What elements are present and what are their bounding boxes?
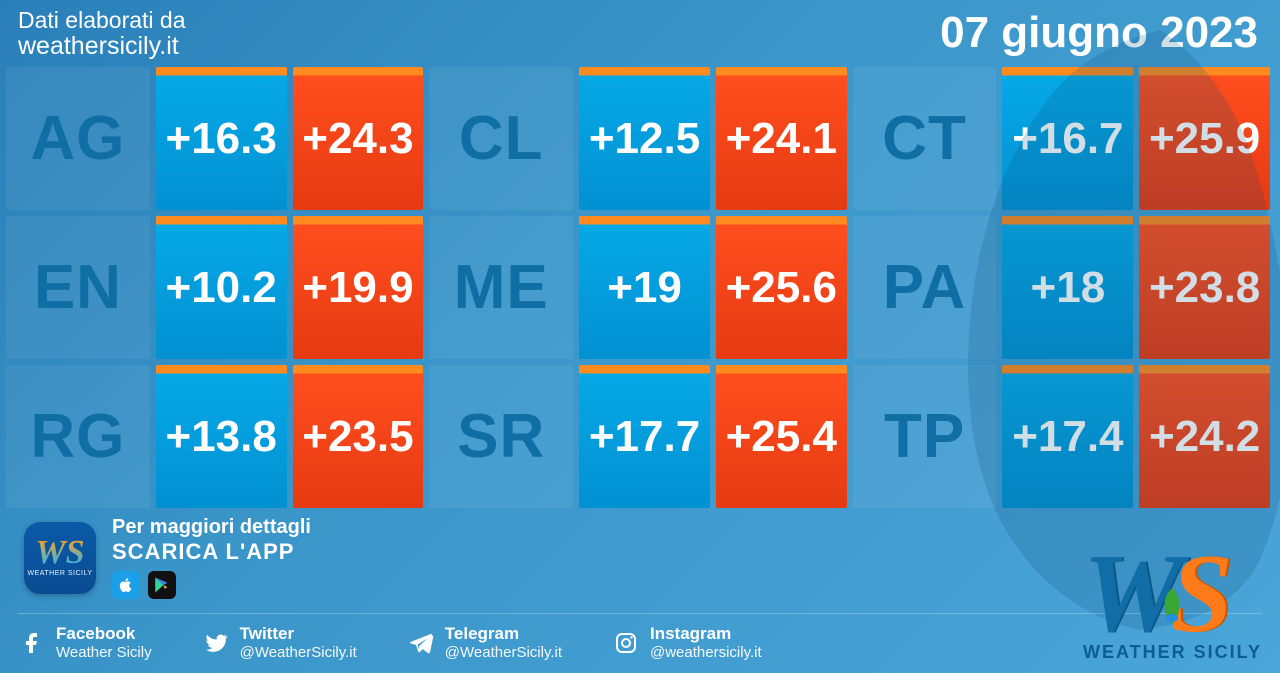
instagram-icon bbox=[612, 629, 640, 657]
temp-max: +23.5 bbox=[293, 365, 424, 508]
province-PA: PA +18 +23.8 bbox=[853, 216, 1270, 359]
temp-min: +12.5 bbox=[579, 67, 710, 210]
social-twitter[interactable]: Twitter @WeatherSicily.it bbox=[202, 624, 357, 661]
social-name: Twitter bbox=[240, 624, 357, 644]
social-handle: @WeatherSicily.it bbox=[445, 644, 562, 661]
social-instagram[interactable]: Instagram @weathersicily.it bbox=[612, 624, 762, 661]
temp-min: +13.8 bbox=[156, 365, 287, 508]
temp-min: +19 bbox=[579, 216, 710, 359]
social-facebook[interactable]: Facebook Weather Sicily bbox=[18, 624, 152, 661]
province-code: PA bbox=[853, 216, 997, 359]
app-icon[interactable]: WS WEATHER SICILY bbox=[24, 522, 96, 594]
province-CT: CT +16.7 +25.9 bbox=[853, 67, 1270, 210]
social-name: Instagram bbox=[650, 624, 762, 644]
province-code: TP bbox=[853, 365, 997, 508]
temp-min: +18 bbox=[1002, 216, 1133, 359]
province-code: AG bbox=[6, 67, 150, 210]
social-handle: @weathersicily.it bbox=[650, 644, 762, 661]
social-telegram[interactable]: Telegram @WeatherSicily.it bbox=[407, 624, 562, 661]
province-CL: CL +12.5 +24.1 bbox=[429, 67, 846, 210]
province-code: RG bbox=[6, 365, 150, 508]
playstore-badge-icon[interactable] bbox=[148, 571, 176, 599]
social-name: Facebook bbox=[56, 624, 152, 644]
temp-min: +10.2 bbox=[156, 216, 287, 359]
header: Dati elaborati da weathersicily.it 07 gi… bbox=[0, 0, 1280, 65]
province-code: CT bbox=[853, 67, 997, 210]
temp-max: +24.1 bbox=[716, 67, 847, 210]
province-AG: AG +16.3 +24.3 bbox=[6, 67, 423, 210]
table-row: EN +10.2 +19.9 ME +19 +25.6 PA +18 +23.8 bbox=[6, 216, 1270, 359]
brand-logo: WS WEATHER SICILY bbox=[1083, 552, 1262, 663]
twitter-icon bbox=[202, 629, 230, 657]
province-SR: SR +17.7 +25.4 bbox=[429, 365, 846, 508]
social-handle: Weather Sicily bbox=[56, 644, 152, 661]
facebook-icon bbox=[18, 629, 46, 657]
province-RG: RG +13.8 +23.5 bbox=[6, 365, 423, 508]
province-code: ME bbox=[429, 216, 573, 359]
credits-line1: Dati elaborati da bbox=[18, 8, 186, 32]
promo-line2: SCARICA L'APP bbox=[112, 539, 311, 565]
promo-text: Per maggiori dettagli SCARICA L'APP bbox=[112, 516, 311, 599]
table-row: AG +16.3 +24.3 CL +12.5 +24.1 CT +16.7 +… bbox=[6, 67, 1270, 210]
app-promo: WS WEATHER SICILY Per maggiori dettagli … bbox=[18, 516, 1262, 599]
table-row: RG +13.8 +23.5 SR +17.7 +25.4 TP +17.4 +… bbox=[6, 365, 1270, 508]
social-links: Facebook Weather Sicily Twitter @Weather… bbox=[18, 613, 1262, 661]
social-name: Telegram bbox=[445, 624, 562, 644]
temp-min: +16.3 bbox=[156, 67, 287, 210]
temp-max: +25.6 bbox=[716, 216, 847, 359]
app-icon-caption: WEATHER SICILY bbox=[27, 570, 92, 577]
temp-max: +24.2 bbox=[1139, 365, 1270, 508]
telegram-icon bbox=[407, 629, 435, 657]
appstore-badge-icon[interactable] bbox=[112, 571, 140, 599]
temp-max: +24.3 bbox=[293, 67, 424, 210]
temp-min: +17.7 bbox=[579, 365, 710, 508]
province-code: CL bbox=[429, 67, 573, 210]
province-EN: EN +10.2 +19.9 bbox=[6, 216, 423, 359]
province-TP: TP +17.4 +24.2 bbox=[853, 365, 1270, 508]
province-code: SR bbox=[429, 365, 573, 508]
province-code: EN bbox=[6, 216, 150, 359]
header-credits: Dati elaborati da weathersicily.it bbox=[18, 8, 186, 61]
credits-line2: weathersicily.it bbox=[18, 32, 186, 61]
promo-line1: Per maggiori dettagli bbox=[112, 516, 311, 539]
temp-max: +19.9 bbox=[293, 216, 424, 359]
temp-max: +23.8 bbox=[1139, 216, 1270, 359]
temperature-grid: AG +16.3 +24.3 CL +12.5 +24.1 CT +16.7 +… bbox=[0, 65, 1280, 508]
social-handle: @WeatherSicily.it bbox=[240, 644, 357, 661]
header-date: 07 giugno 2023 bbox=[940, 8, 1258, 58]
temp-min: +17.4 bbox=[1002, 365, 1133, 508]
temp-min: +16.7 bbox=[1002, 67, 1133, 210]
leaf-icon bbox=[1155, 586, 1189, 626]
app-icon-abbrev: WS bbox=[35, 538, 84, 569]
temp-max: +25.4 bbox=[716, 365, 847, 508]
province-ME: ME +19 +25.6 bbox=[429, 216, 846, 359]
temp-max: +25.9 bbox=[1139, 67, 1270, 210]
